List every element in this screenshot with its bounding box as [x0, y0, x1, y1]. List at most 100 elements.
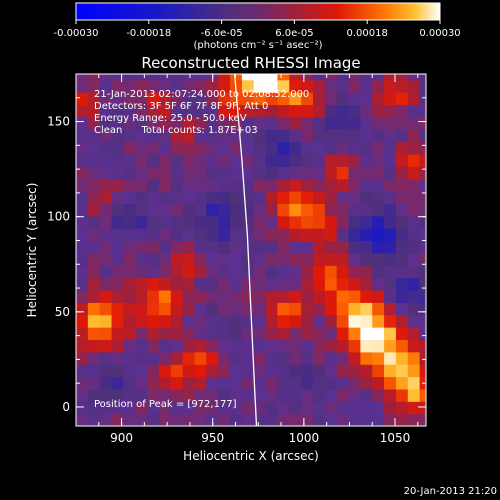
- heatmap-cell: [158, 116, 172, 130]
- heatmap-cell: [395, 265, 409, 279]
- heatmap-cell: [384, 388, 397, 402]
- heatmap-cell: [99, 327, 113, 341]
- heatmap-cell: [206, 364, 219, 378]
- heatmap-cell: [253, 166, 267, 180]
- heatmap-cell: [218, 302, 231, 316]
- heatmap-cell: [218, 116, 231, 130]
- heatmap-cell: [372, 302, 385, 316]
- heatmap-cell: [360, 302, 373, 316]
- colorbar-gradient: [75, 2, 441, 21]
- heatmap-cell: [431, 278, 443, 291]
- heatmap-cell: [182, 178, 196, 192]
- heatmap-cell: [408, 55, 420, 68]
- heatmap-cell: [312, 129, 326, 143]
- heatmap-cell: [431, 117, 443, 130]
- heatmap-cell: [253, 92, 267, 106]
- heatmap-cell: [348, 302, 361, 316]
- heatmap-cell: [170, 74, 184, 81]
- heatmap-cell: [407, 141, 421, 155]
- heatmap-cell: [407, 191, 421, 204]
- heatmap-cell: [324, 265, 338, 279]
- heatmap-cell: [419, 92, 426, 106]
- heatmap-cell: [431, 154, 443, 167]
- colorbar-tick-label: 0.00018: [347, 28, 388, 39]
- heatmap-cell: [431, 339, 443, 352]
- heatmap-cell: [112, 55, 124, 68]
- plot-frame: [75, 73, 427, 427]
- heatmap-cell: [182, 364, 196, 378]
- heatmap-cell: [218, 191, 231, 204]
- heatmap-cell: [253, 215, 267, 229]
- heatmap-cell: [289, 79, 302, 93]
- heatmap-cell: [431, 67, 443, 80]
- heatmap-cell: [182, 104, 196, 118]
- heatmap-cell: [301, 252, 314, 266]
- heatmap-cell: [99, 302, 113, 316]
- y-tick-label: 100: [47, 210, 70, 224]
- heatmap-cell: [241, 74, 255, 81]
- heatmap-cell: [431, 228, 443, 241]
- heatmap-cell: [206, 203, 219, 217]
- heatmap-cell: [324, 74, 338, 81]
- heatmap-cell: [372, 351, 385, 365]
- heatmap-cell: [194, 166, 207, 180]
- heatmap-cell: [206, 289, 219, 303]
- x-tick-label: 1050: [380, 431, 411, 445]
- heatmap-cell: [407, 178, 421, 192]
- heatmap-cell: [312, 116, 326, 130]
- heatmap-cell: [170, 351, 184, 365]
- heatmap-cell: [265, 191, 279, 204]
- heatmap-cell: [241, 364, 255, 378]
- heatmap-cell: [336, 191, 350, 204]
- heatmap-cell: [182, 92, 196, 106]
- heatmap-cell: [158, 265, 172, 279]
- heatmap-cell: [312, 277, 326, 291]
- heatmap-cell: [123, 153, 136, 167]
- heatmap-cell: [76, 364, 89, 378]
- heatmap-cell: [87, 265, 101, 279]
- heatmap-cell: [241, 166, 255, 180]
- heatmap-cell: [76, 203, 89, 217]
- heatmap-cell: [76, 327, 89, 341]
- heatmap-cell: [123, 339, 136, 353]
- heatmap-cell: [76, 153, 89, 167]
- heatmap-cell: [336, 339, 350, 353]
- heatmap-cell: [253, 79, 267, 93]
- heatmap-cell: [431, 179, 443, 192]
- heatmap-cell: [395, 289, 409, 303]
- heatmap-cell: [170, 79, 184, 93]
- heatmap-cell: [407, 228, 421, 242]
- heatmap-cell: [76, 116, 89, 130]
- heatmap-cell: [206, 314, 219, 328]
- heatmap-cell: [312, 79, 326, 93]
- heatmap-cell: [158, 104, 172, 118]
- heatmap-cell: [312, 240, 326, 254]
- heatmap-cell: [87, 74, 101, 81]
- heatmap-cell: [384, 401, 397, 415]
- heatmap-cell: [301, 191, 314, 204]
- heatmap-cell: [336, 413, 350, 426]
- heatmap-cell: [111, 104, 124, 118]
- heatmap-cell: [99, 376, 113, 390]
- heatmap-cell: [135, 376, 148, 390]
- heatmap-cell: [123, 376, 136, 390]
- heatmap-cell: [324, 302, 338, 316]
- heatmap-cell: [312, 376, 326, 390]
- heatmap-cell: [87, 240, 101, 254]
- x-tick-label: 1000: [289, 431, 320, 445]
- heatmap-cell: [147, 388, 160, 402]
- heatmap-cell: [265, 413, 279, 426]
- heatmap-cell: [194, 203, 207, 217]
- colorbar-tick-label: -0.00030: [54, 28, 99, 39]
- heatmap-cell: [348, 240, 361, 254]
- heatmap-cell: [135, 191, 148, 204]
- heatmap-cell: [277, 166, 290, 180]
- heatmap-cell: [289, 178, 302, 192]
- heatmap-cell: [372, 240, 385, 254]
- heatmap-cell: [182, 240, 196, 254]
- heatmap-cell: [312, 92, 326, 106]
- heatmap-cell: [99, 388, 113, 402]
- heatmap-cell: [324, 228, 338, 242]
- heatmap-cell: [289, 141, 302, 155]
- heatmap-cell: [277, 388, 290, 402]
